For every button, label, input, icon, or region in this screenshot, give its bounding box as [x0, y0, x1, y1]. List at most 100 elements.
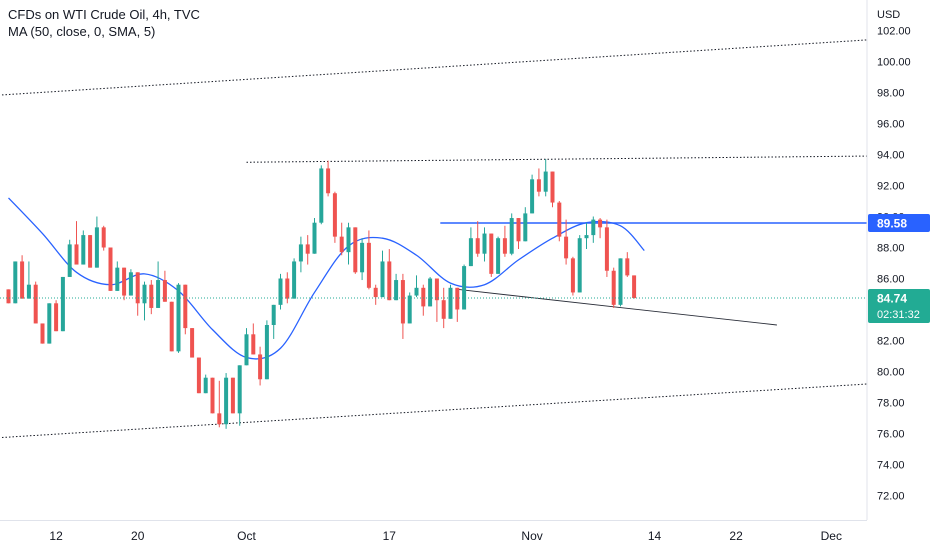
- candle-body: [108, 247, 113, 291]
- price-tick-label: 96.00: [877, 119, 905, 131]
- candle-body: [632, 275, 637, 299]
- candle-body: [564, 236, 569, 259]
- candle-body: [462, 266, 467, 310]
- candle-body: [94, 227, 99, 268]
- candle-body: [169, 301, 174, 352]
- candle-body: [557, 202, 562, 237]
- candle-body: [611, 270, 616, 305]
- time-tick-label: 12: [49, 529, 63, 543]
- candle-body: [360, 242, 365, 273]
- trendline[interactable]: [0, 383, 869, 439]
- level-badge: [868, 214, 930, 233]
- candle-body: [40, 323, 45, 344]
- time-axis-panel[interactable]: [0, 520, 932, 550]
- candle-body: [584, 235, 589, 239]
- candle-body: [149, 284, 154, 308]
- candle-body: [13, 261, 18, 304]
- candle-body: [292, 261, 297, 299]
- time-tick-label: 17: [383, 529, 397, 543]
- candle-body: [162, 280, 167, 302]
- candle-body: [217, 413, 222, 425]
- time-tick-label: 22: [729, 529, 743, 543]
- currency-label: USD: [877, 9, 900, 21]
- candle-body: [20, 261, 25, 299]
- price-tick-label: 86.00: [877, 274, 905, 286]
- level-badge-text: 89.58: [877, 217, 907, 231]
- candle-body: [128, 272, 133, 296]
- candle-body: [550, 171, 555, 203]
- candle-body: [47, 303, 52, 344]
- candle-body: [428, 278, 433, 307]
- candle-body: [312, 222, 317, 254]
- candle-body: [502, 238, 507, 254]
- price-tick-label: 92.00: [877, 181, 905, 193]
- candle-body: [298, 244, 303, 262]
- price-tick-label: 72.00: [877, 491, 905, 503]
- indicator-label[interactable]: MA (50, close, 0, SMA, 5): [8, 24, 156, 39]
- candle-body: [482, 233, 487, 254]
- trendline[interactable]: [0, 39, 869, 96]
- candle-body: [122, 267, 127, 296]
- candle-body: [326, 168, 331, 194]
- price-axis-panel[interactable]: [867, 0, 932, 520]
- candle-body: [570, 258, 575, 293]
- candle-body: [339, 236, 344, 253]
- candle-body: [264, 325, 269, 380]
- last-price-badge-text: 84.74: [877, 292, 907, 306]
- price-tick-label: 82.00: [877, 336, 905, 348]
- candle-body: [196, 357, 201, 394]
- candle-body: [115, 267, 120, 291]
- candle-body: [346, 227, 351, 253]
- candle-body: [448, 287, 453, 319]
- candle-body: [353, 227, 358, 273]
- candle-body: [434, 278, 439, 301]
- candle-body: [33, 284, 38, 324]
- last-price-badge: [868, 289, 930, 324]
- candle-body: [496, 238, 501, 274]
- candle-body: [60, 276, 65, 332]
- candle-body: [135, 272, 140, 304]
- candle-body: [305, 244, 310, 254]
- candle-body: [251, 334, 256, 355]
- candle-body: [190, 328, 195, 358]
- candle-body: [400, 280, 405, 324]
- candle-body: [394, 280, 399, 301]
- countdown-text: 02:31:32: [877, 309, 920, 321]
- candle-body: [142, 284, 147, 304]
- candle-body: [604, 227, 609, 271]
- symbol-title[interactable]: CFDs on WTI Crude Oil, 4h, TVC: [8, 7, 200, 22]
- candle-body: [203, 377, 208, 394]
- candle-body: [441, 300, 446, 319]
- time-tick-label: Oct: [237, 529, 256, 543]
- candle-body: [237, 365, 242, 414]
- candle-body: [523, 213, 528, 242]
- candle-body: [475, 238, 480, 254]
- candle-body: [244, 334, 249, 366]
- moving-average-line[interactable]: [8, 197, 645, 360]
- price-tick-label: 76.00: [877, 429, 905, 441]
- price-tick-label: 88.00: [877, 243, 905, 255]
- trendline[interactable]: [246, 155, 869, 163]
- candle-body: [54, 303, 59, 332]
- chart-legend: CFDs on WTI Crude Oil, 4h, TVC MA (50, c…: [8, 6, 200, 40]
- candle-body: [210, 377, 215, 414]
- candle-body: [380, 261, 385, 298]
- candle-body: [319, 168, 324, 223]
- candle-body: [183, 284, 188, 329]
- candle-body: [489, 233, 494, 274]
- candle-body: [278, 278, 283, 305]
- candle-body: [176, 284, 181, 352]
- price-tick-label: 78.00: [877, 398, 905, 410]
- trendline[interactable]: [457, 288, 777, 326]
- candle-body: [414, 287, 419, 296]
- candle-body: [618, 258, 623, 305]
- candle-body: [530, 179, 535, 214]
- price-tick-label: 100.00: [877, 57, 911, 69]
- price-tick-label: 80.00: [877, 367, 905, 379]
- candle-body: [6, 289, 11, 304]
- candle-body: [536, 179, 541, 192]
- candle-body: [258, 354, 263, 380]
- time-tick-label: 14: [648, 529, 662, 543]
